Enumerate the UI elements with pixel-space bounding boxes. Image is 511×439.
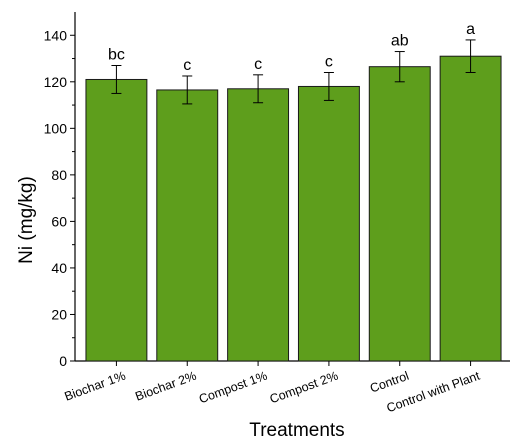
- y-tick-label: 120: [44, 74, 68, 90]
- error-bar: [111, 65, 122, 94]
- y-tick-label: 60: [51, 213, 67, 229]
- y-axis-label: Ni (mg/kg): [16, 176, 37, 264]
- significance-letter: c: [325, 53, 333, 70]
- y-tick-label: 20: [51, 306, 67, 322]
- bar: [297, 85, 360, 362]
- x-axis-label: Treatments: [249, 420, 344, 439]
- significance-letter: c: [254, 56, 262, 73]
- x-tick-label: Biochar 1%: [63, 369, 128, 404]
- significance-letter: c: [183, 57, 191, 74]
- x-tick-label: Control: [368, 369, 411, 396]
- significance-letter: bc: [108, 47, 125, 64]
- significance-letter: a: [466, 21, 475, 38]
- bar: [439, 55, 502, 362]
- x-tick-label: Compost 2%: [268, 369, 340, 407]
- y-tick-label: 40: [51, 260, 67, 276]
- y-tick-label: 140: [44, 27, 68, 43]
- significance-labels: bc c c c ab a: [108, 21, 475, 74]
- y-tick-label: 100: [44, 120, 68, 136]
- chart-axes: [74, 12, 510, 362]
- x-tick-label: Biochar 2%: [133, 369, 198, 404]
- y-tick-label: 0: [59, 353, 67, 369]
- bar: [368, 66, 431, 362]
- error-bar: [253, 74, 264, 104]
- x-axis-ticks: Biochar 1% Biochar 2%Compost 1%Compost 2%…: [63, 361, 482, 415]
- error-bar: [182, 75, 193, 105]
- error-bars: [111, 39, 476, 105]
- bar: [227, 88, 290, 362]
- error-bar: [465, 39, 476, 73]
- y-tick-label: 80: [51, 167, 67, 183]
- bar: [85, 78, 148, 362]
- error-bar: [394, 51, 405, 83]
- y-axis-ticks: 0 20 40 60 80 100 120 140: [44, 27, 75, 369]
- x-tick-label: Compost 1%: [197, 369, 269, 407]
- bar: [156, 89, 219, 362]
- significance-letter: ab: [391, 33, 409, 50]
- bar-series: [85, 55, 502, 362]
- error-bar: [323, 71, 334, 101]
